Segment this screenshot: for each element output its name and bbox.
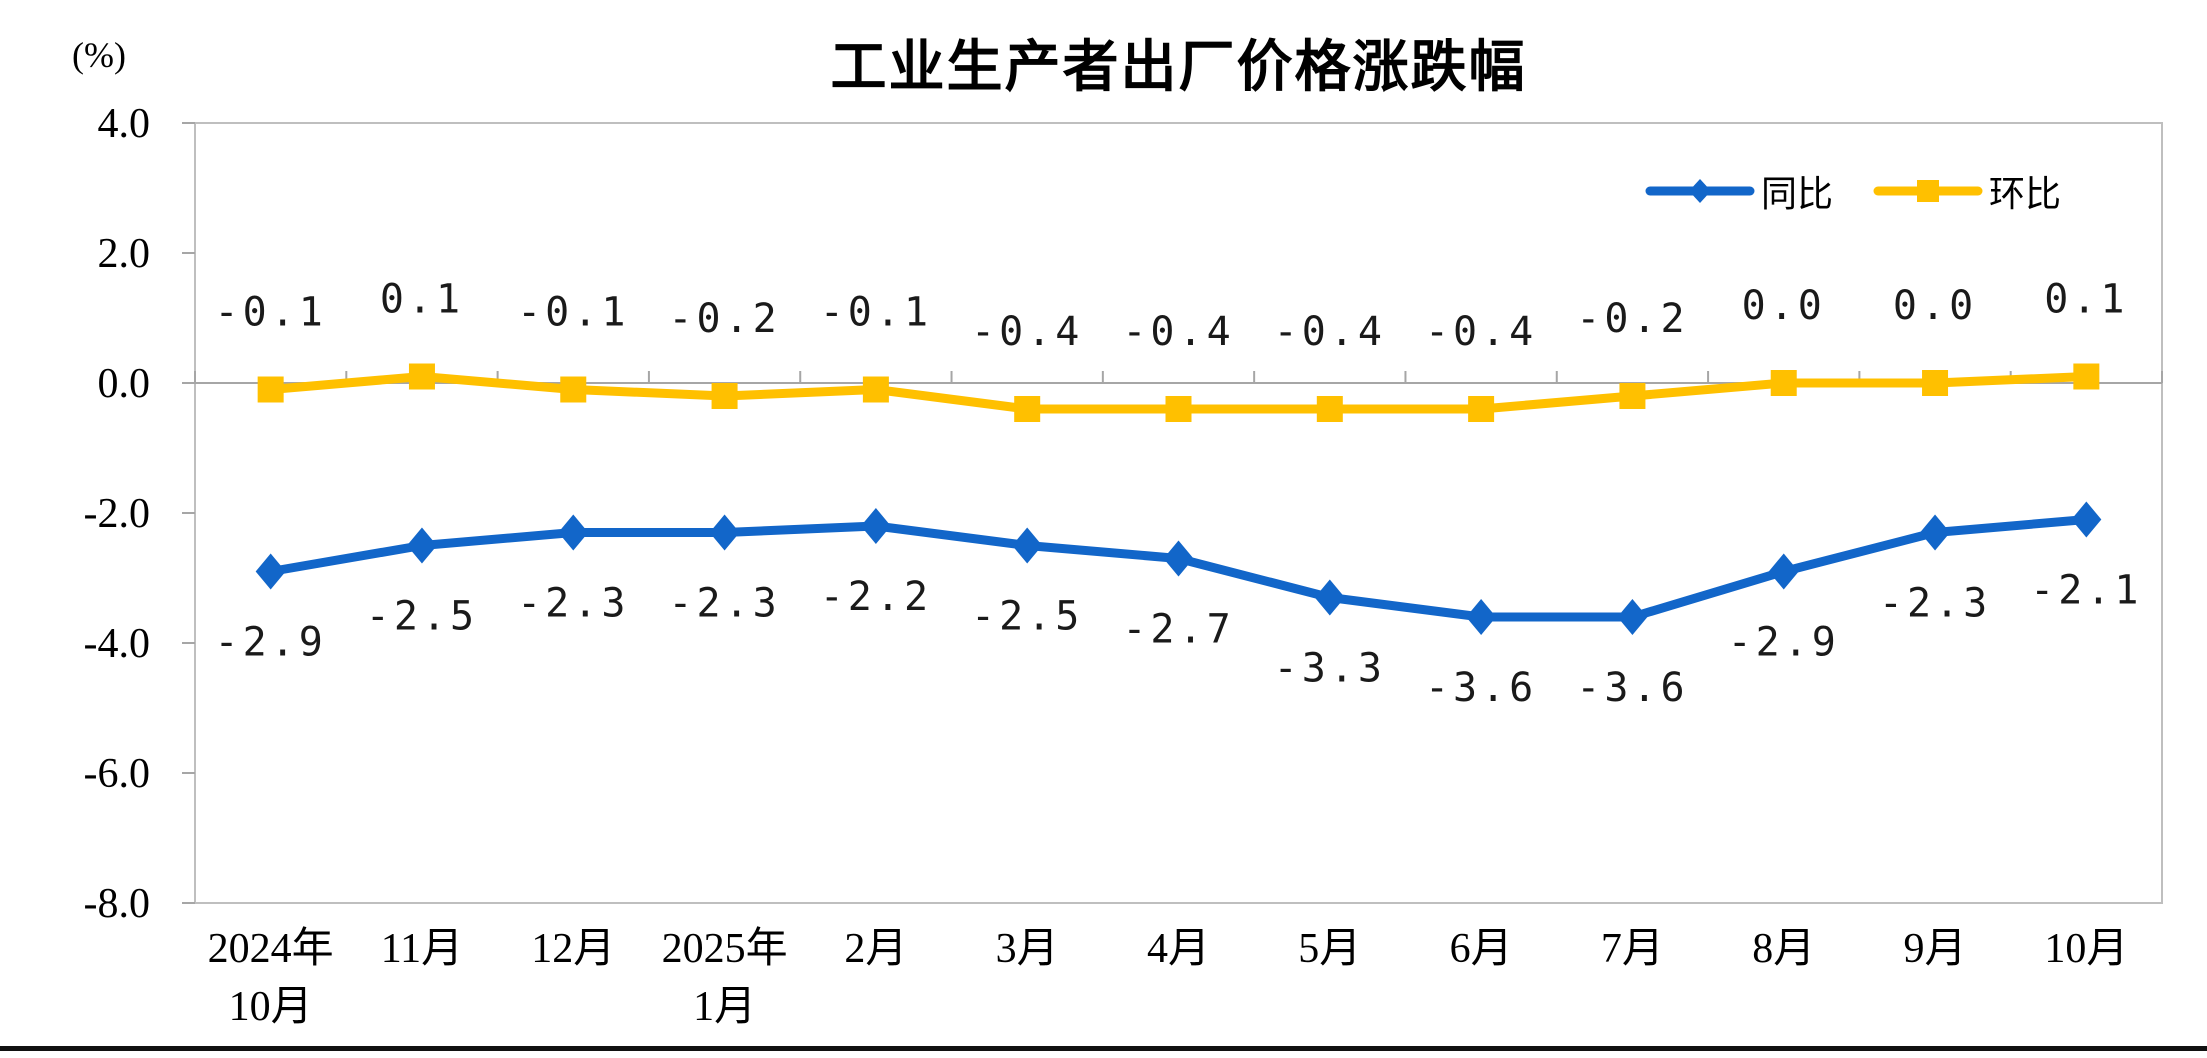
y-axis-tick-label: 4.0 [98,101,151,147]
x-axis-tick-label: 11月 [381,926,463,972]
data-label-mom: 0.1 [380,277,464,323]
data-point-diamond-marker-yoy [1920,514,1951,551]
data-point-square-marker-mom [711,383,738,409]
data-point-square-marker-mom [1922,370,1949,396]
y-axis-tick-label: -8.0 [84,881,151,927]
data-label-mom: -0.2 [668,296,780,342]
data-label-yoy: -2.1 [2030,568,2142,614]
data-point-diamond-marker-yoy [1314,579,1345,616]
data-point-square-marker-mom [1619,383,1646,409]
data-label-mom: -0.4 [1425,309,1537,355]
data-point-diamond-marker-yoy [860,508,891,544]
data-label-mom: -0.1 [820,290,932,336]
legend-square-line-icon [1873,180,1983,202]
chart-title: 工业生产者出厂价格涨跌幅 [830,35,1527,98]
data-point-diamond-marker-yoy [558,514,589,551]
data-point-square-marker-mom [2073,363,2100,390]
data-point-square-marker-mom [862,376,889,403]
data-point-diamond-marker-yoy [406,527,437,564]
data-label-yoy: -2.3 [1879,581,1991,627]
y-axis-unit-label: (%) [72,35,126,75]
x-axis-tick-label: 12月 [531,926,615,972]
x-axis-tick-label: 8月 [1752,926,1815,972]
data-label-yoy: -2.2 [820,574,932,620]
data-point-diamond-marker-yoy [255,553,286,590]
data-label-yoy: -3.3 [1274,646,1386,692]
data-label-mom: -0.4 [1122,309,1234,355]
data-point-square-marker-mom [1316,396,1343,422]
data-label-yoy: -2.9 [214,620,326,666]
legend: 同比 环比 [1645,165,2061,217]
data-point-diamond-marker-yoy [1163,540,1194,577]
x-axis-tick-label: 2月 [844,926,907,972]
data-label-mom: -0.4 [1274,309,1386,355]
x-axis-tick-label: 3月 [996,926,1059,972]
x-axis-tick-label: 10月 [2044,926,2128,972]
bottom-divider [0,1046,2207,1051]
data-label-yoy: -3.6 [1576,665,1688,711]
data-label-yoy: -2.5 [366,594,478,640]
y-axis-tick-label: 0.0 [98,361,151,407]
y-axis-tick-label: -4.0 [84,621,151,667]
legend-diamond-line-icon [1645,179,1755,203]
x-axis-tick-label: 4月 [1147,926,1210,972]
data-point-square-marker-mom [1770,370,1797,396]
legend-label-yoy: 同比 [1761,173,1834,214]
x-axis-tick-label: 6月 [1450,926,1513,972]
y-axis-tick-label: -2.0 [84,491,151,537]
data-point-diamond-marker-yoy [709,514,740,551]
data-label-mom: -0.2 [1576,296,1688,342]
data-label-yoy: -2.7 [1122,607,1234,653]
x-axis-tick-label: 2025年 [662,925,788,972]
data-label-yoy: -3.6 [1425,665,1537,711]
data-label-mom: -0.4 [971,309,1083,355]
y-axis-tick-label: 2.0 [98,231,151,277]
data-label-yoy: -2.9 [1728,620,1840,666]
data-label-mom: -0.1 [517,290,629,336]
data-point-square-marker-mom [257,376,284,403]
data-point-diamond-marker-yoy [1768,553,1799,590]
data-point-diamond-marker-yoy [1466,599,1497,635]
x-axis-tick-label: 1月 [693,984,756,1030]
data-label-mom: 0.1 [2044,277,2128,323]
data-point-square-marker-mom [408,363,435,390]
data-label-mom: 0.0 [1893,283,1977,329]
data-label-yoy: -2.3 [517,581,629,627]
x-axis-tick-label: 10月 [229,984,313,1030]
data-point-square-marker-mom [1468,396,1495,422]
data-point-diamond-marker-yoy [1617,599,1648,635]
data-point-square-marker-mom [560,376,587,403]
data-point-square-marker-mom [1014,396,1041,422]
data-label-yoy: -2.3 [668,581,780,627]
data-point-square-marker-mom [1165,396,1192,422]
data-label-mom: -0.1 [214,290,326,336]
x-axis-tick-label: 5月 [1298,926,1361,972]
legend-item-mom: 环比 [1873,165,2061,217]
legend-label-mom: 环比 [1989,173,2062,214]
x-axis-tick-label: 2024年 [208,925,334,972]
x-axis-tick-label: 9月 [1904,926,1967,972]
data-point-diamond-marker-yoy [2071,501,2102,538]
plot-border [194,122,2163,904]
y-axis-tick-label: -6.0 [84,751,151,797]
data-label-yoy: -2.5 [971,594,1083,640]
data-label-mom: 0.0 [1742,283,1826,329]
data-point-diamond-marker-yoy [1012,527,1043,564]
legend-item-yoy: 同比 [1645,165,1833,217]
x-axis-tick-label: 7月 [1601,926,1664,972]
